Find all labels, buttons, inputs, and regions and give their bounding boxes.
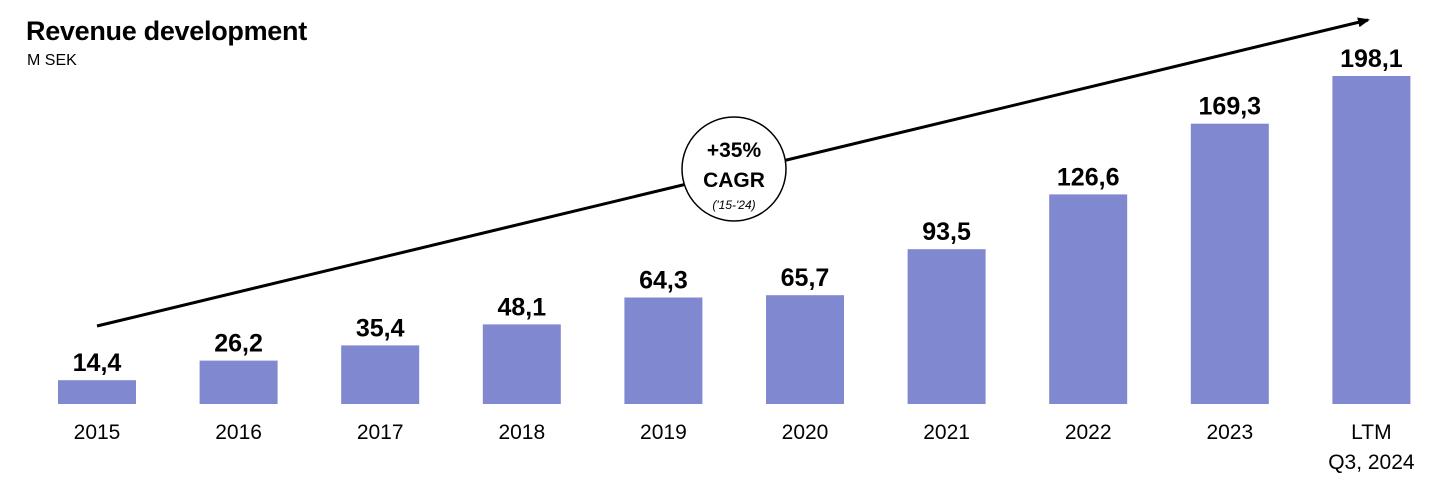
bar xyxy=(766,295,844,404)
category-label: 2018 xyxy=(498,421,545,444)
bar xyxy=(1190,123,1269,404)
cagr-badge-period: ('15-'24) xyxy=(712,198,755,212)
category-label: 2019 xyxy=(640,421,687,444)
bar-value-label: 169,3 xyxy=(1199,93,1262,121)
bar-value-label: 26,2 xyxy=(214,330,263,358)
bar-value-label: 198,1 xyxy=(1340,45,1403,73)
bar xyxy=(58,380,136,404)
category-label: 2021 xyxy=(923,421,970,444)
bar xyxy=(624,297,703,404)
bar-value-label: 35,4 xyxy=(356,314,405,342)
chart-title: Revenue development xyxy=(26,16,307,46)
category-label: Q3, 2024 xyxy=(1328,451,1415,474)
category-label: 2023 xyxy=(1206,421,1253,444)
category-label: 2016 xyxy=(215,421,262,444)
cagr-badge: +35% CAGR ('15-'24) xyxy=(681,116,787,222)
category-label: 2017 xyxy=(357,421,404,444)
value-labels-group: 14,4 26,2 35,4 48,1 64,3 65,7 93,5 126,6 169,3 19… xyxy=(73,45,1403,377)
cagr-badge-percent: +35% xyxy=(707,139,762,162)
bar-value-label: 65,7 xyxy=(781,264,830,292)
cagr-badge-circle xyxy=(681,116,787,222)
bar-value-label: 14,4 xyxy=(73,349,122,377)
bar xyxy=(1332,76,1411,404)
bar xyxy=(199,360,278,404)
bar xyxy=(482,324,561,404)
bar-value-label: 48,1 xyxy=(497,293,546,321)
bars-group xyxy=(58,76,1411,404)
bar xyxy=(341,345,420,404)
category-label: 2022 xyxy=(1065,421,1112,444)
chart-subtitle: M SEK xyxy=(27,52,77,69)
bar-value-label: 64,3 xyxy=(639,267,688,295)
category-label: LTM xyxy=(1351,421,1391,444)
cagr-badge-label: CAGR xyxy=(703,169,765,192)
category-labels-group: 2015 2016 2017 2018 2019 2020 2021 2022 2023 LTM Q… xyxy=(74,421,1415,474)
bar xyxy=(1049,194,1128,404)
category-label: 2015 xyxy=(74,421,121,444)
bar-value-label: 93,5 xyxy=(922,218,971,246)
bar-value-label: 126,6 xyxy=(1057,163,1120,191)
bar xyxy=(907,249,986,404)
category-label: 2020 xyxy=(782,421,829,444)
